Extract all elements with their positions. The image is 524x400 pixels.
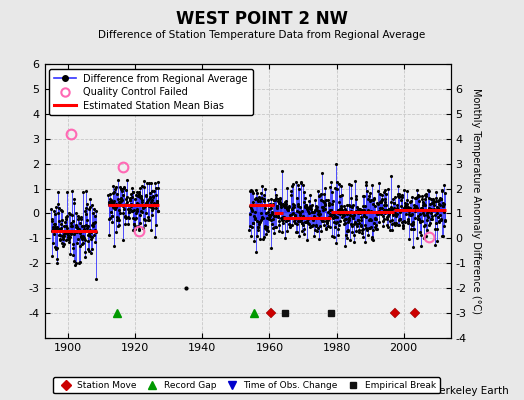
Y-axis label: Monthly Temperature Anomaly Difference (°C): Monthly Temperature Anomaly Difference (… <box>471 88 481 314</box>
Text: Difference of Station Temperature Data from Regional Average: Difference of Station Temperature Data f… <box>99 30 425 40</box>
Text: WEST POINT 2 NW: WEST POINT 2 NW <box>176 10 348 28</box>
Legend: Difference from Regional Average, Quality Control Failed, Estimated Station Mean: Difference from Regional Average, Qualit… <box>49 69 253 115</box>
Legend: Station Move, Record Gap, Time of Obs. Change, Empirical Break: Station Move, Record Gap, Time of Obs. C… <box>53 377 440 394</box>
Text: Berkeley Earth: Berkeley Earth <box>432 386 508 396</box>
